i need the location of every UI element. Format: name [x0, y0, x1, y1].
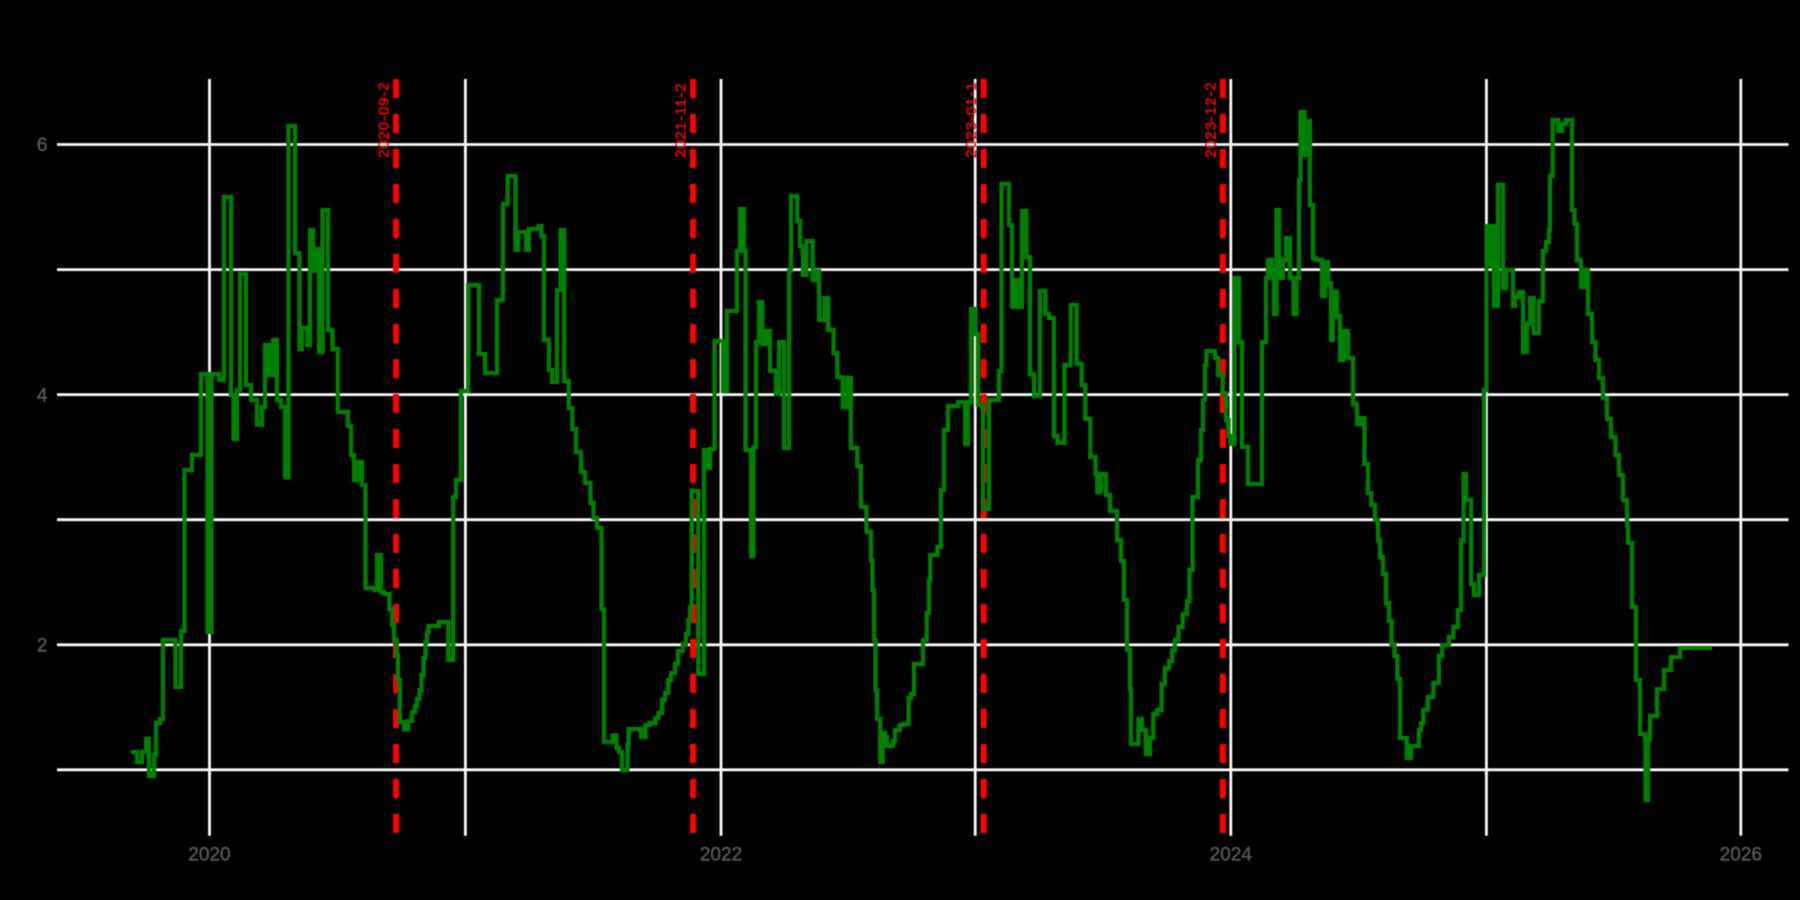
svg-text:4: 4: [37, 385, 48, 406]
svg-text:2022: 2022: [700, 845, 742, 866]
svg-text:2020-09-2: 2020-09-2: [376, 82, 393, 159]
svg-text:2: 2: [37, 636, 48, 657]
svg-text:6: 6: [37, 135, 48, 156]
svg-text:2020: 2020: [188, 845, 230, 866]
svg-text:2026: 2026: [1720, 845, 1762, 866]
svg-text:2023-12-2: 2023-12-2: [1202, 82, 1219, 159]
svg-text:2021-11-2: 2021-11-2: [673, 83, 690, 158]
svg-text:2024: 2024: [1210, 845, 1253, 866]
svg-text:2023-01-1: 2023-01-1: [963, 82, 980, 159]
